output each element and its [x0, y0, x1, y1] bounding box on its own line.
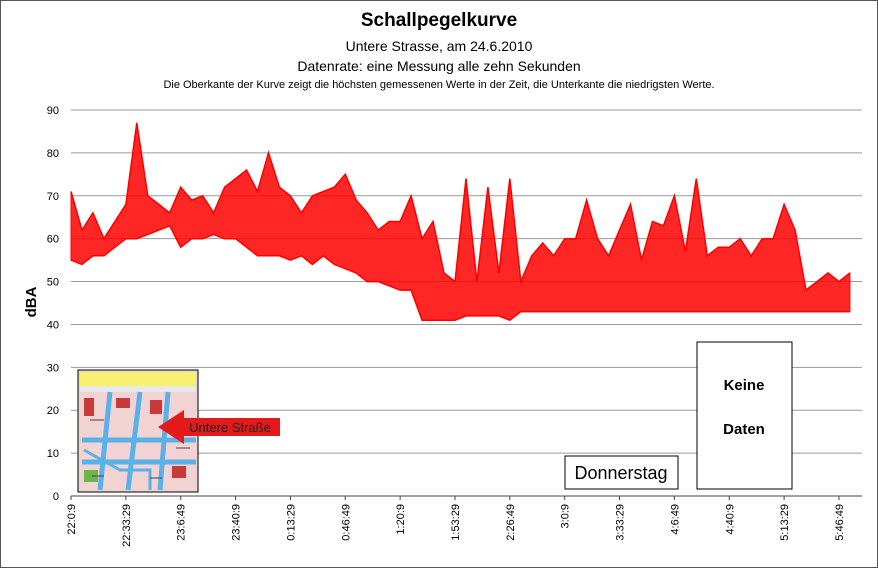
chart-subtitle-note: Die Oberkante der Kurve zeigt die höchst… — [163, 79, 715, 91]
y-tick-label: 80 — [47, 148, 59, 160]
x-tick-label: 22:0:9 — [66, 504, 78, 535]
x-tick-label: 4:40:9 — [724, 504, 736, 535]
y-tick-label: 90 — [47, 105, 59, 117]
y-tick-label: 20 — [47, 405, 59, 417]
sound-level-max-line — [70, 122, 851, 292]
y-tick-label: 0 — [53, 491, 59, 503]
chart-subtitle-location: Untere Strasse, am 24.6.2010 — [345, 38, 533, 54]
street-pointer-arrow — [158, 410, 280, 444]
chart-subtitle-rate: Datenrate: eine Messung alle zehn Sekund… — [297, 58, 581, 74]
x-tick-label: 23:40:9 — [231, 504, 243, 541]
y-axis-ticks: 0 10 20 30 40 50 60 70 80 90 — [47, 105, 59, 503]
no-data-box — [696, 341, 793, 490]
day-label-box — [564, 455, 679, 490]
y-tick-label: 50 — [47, 277, 59, 289]
street-name-label: Untere Straße — [189, 420, 271, 435]
x-tick-label: 1:20:9 — [395, 504, 407, 535]
x-tick-label: 5:13:29 — [779, 504, 791, 541]
day-label: Donnerstag — [574, 463, 667, 483]
y-tick-label: 30 — [47, 362, 59, 374]
y-tick-label: 70 — [47, 191, 59, 203]
x-tick-label: 23:6:49 — [176, 504, 188, 541]
x-tick-label: 0:46:49 — [340, 504, 352, 541]
x-tick-label: 3:0:9 — [560, 504, 572, 528]
y-tick-label: 10 — [47, 448, 59, 460]
no-data-label-line1: Keine — [724, 377, 765, 394]
no-data-label-line2: Daten — [723, 421, 765, 438]
chart-title: Schallpegelkurve — [360, 10, 518, 31]
sound-level-series — [70, 122, 851, 322]
y-tick-label: 60 — [47, 234, 59, 246]
x-tick-label: 2:26:49 — [505, 504, 517, 541]
x-tick-label: 5:46:49 — [834, 504, 846, 541]
x-tick-label: 3:33:29 — [615, 504, 627, 541]
x-tick-label: 1:53:29 — [450, 504, 462, 541]
x-tick-label: 22:33:29 — [121, 504, 133, 547]
sound-level-min-line — [70, 224, 850, 322]
x-axis-ticks: 22:0:9 22:33:29 23:6:49 23:40:9 0:13:29 0:46:… — [66, 496, 846, 547]
y-tick-label: 40 — [47, 319, 59, 331]
x-tick-label: 0:13:29 — [285, 504, 297, 541]
y-axis-label: dBA — [23, 286, 40, 317]
x-tick-label: 4:6:49 — [669, 504, 681, 535]
